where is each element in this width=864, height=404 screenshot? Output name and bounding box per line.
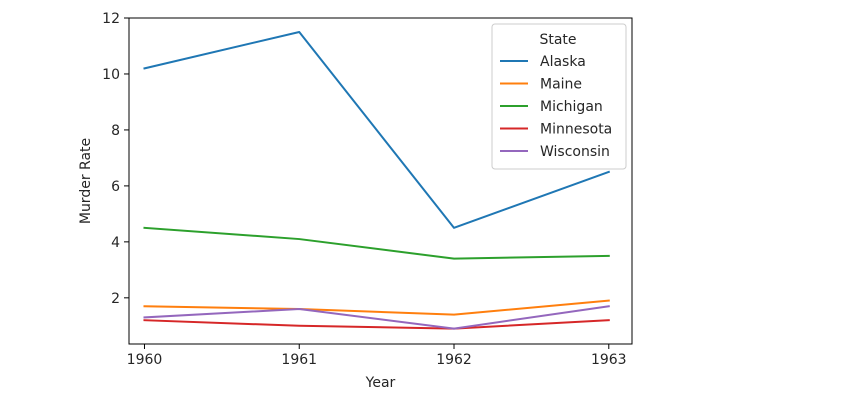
- y-tick-label: 6: [111, 179, 120, 195]
- legend-label: Alaska: [540, 54, 586, 70]
- legend-label: Michigan: [540, 99, 603, 115]
- y-tick-label: 8: [111, 123, 120, 139]
- x-axis-label: Year: [365, 375, 396, 391]
- x-tick-label: 1960: [127, 352, 163, 368]
- legend-item-wisconsin: Wisconsin: [500, 144, 610, 160]
- y-tick-label: 4: [111, 235, 120, 251]
- series-line-michigan: [143, 226, 610, 260]
- x-axis: 1960 1961 1962 1963: [127, 344, 627, 368]
- y-axis: 2 4 6 8 10 12: [102, 11, 129, 307]
- series-line-wisconsin: [143, 305, 610, 330]
- series-line-maine: [143, 299, 610, 316]
- plot-frame: [128, 17, 633, 345]
- legend-label: Maine: [540, 77, 582, 93]
- y-axis-label: Murder Rate: [78, 138, 94, 224]
- x-tick-label: 1963: [591, 352, 627, 368]
- legend-item-alaska: Alaska: [500, 54, 586, 70]
- legend-items: Alaska Maine Michigan Minnesota Wisconsin: [500, 54, 612, 160]
- legend-item-michigan: Michigan: [500, 99, 603, 115]
- series-lines: [143, 30, 611, 330]
- y-tick-label: 10: [102, 67, 120, 83]
- series-line-alaska: [143, 30, 611, 229]
- y-tick-label: 2: [111, 291, 120, 307]
- legend-title: State: [539, 32, 576, 48]
- legend: State Alaska Maine Michigan Minnesota Wiscon…: [491, 23, 627, 170]
- legend-item-maine: Maine: [500, 77, 582, 93]
- legend-item-minnesota: Minnesota: [500, 122, 612, 138]
- x-tick-label: 1961: [281, 352, 317, 368]
- legend-label: Wisconsin: [540, 144, 610, 160]
- y-tick-label: 12: [102, 11, 120, 27]
- legend-label: Minnesota: [540, 122, 612, 138]
- series-line-minnesota: [143, 319, 610, 330]
- x-tick-label: 1962: [436, 352, 472, 368]
